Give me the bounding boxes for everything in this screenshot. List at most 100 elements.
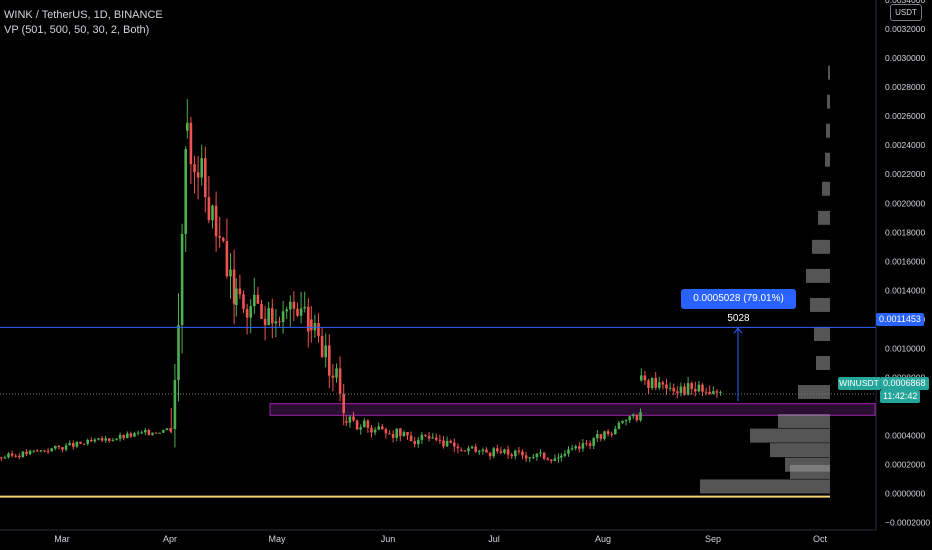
candle-body (64, 445, 68, 450)
candle-body (115, 438, 118, 440)
volume-profile-bar (778, 414, 830, 429)
y-tick-label: 0.0030000 (885, 53, 925, 63)
candle-body (624, 420, 628, 422)
x-tick-label: Jul (488, 534, 500, 544)
candle-body (140, 432, 143, 434)
candle-body (154, 432, 158, 434)
candle-body (694, 388, 697, 392)
currency-badge[interactable]: USDT (890, 4, 922, 21)
candle-body (342, 394, 345, 414)
candle-body (3, 457, 7, 459)
candle-body (267, 308, 270, 326)
candle-body (719, 392, 722, 394)
y-tick-label: 0.0018000 (885, 227, 925, 237)
candle-body (550, 459, 553, 461)
candle-body (388, 433, 391, 435)
candle-body (177, 325, 180, 380)
candle-body (238, 288, 242, 295)
x-tick-label: Jun (381, 534, 396, 544)
candle-body (381, 426, 384, 430)
candle-body (409, 435, 413, 442)
candle-body (303, 306, 306, 309)
y-tick-label: 0.0016000 (885, 256, 925, 266)
price-zone (269, 403, 876, 416)
candle-body (413, 441, 416, 445)
candle-body (435, 437, 438, 440)
candle-body (697, 384, 701, 392)
candle-body (345, 421, 348, 423)
candle-body (599, 434, 603, 439)
candle-body (485, 449, 488, 453)
volume-profile-bar (750, 428, 830, 443)
candle-body (596, 434, 599, 439)
candle-body (122, 435, 125, 438)
candle-body (488, 452, 492, 457)
x-tick-label: Apr (163, 534, 177, 544)
candle-body (639, 412, 642, 421)
candle-body (169, 428, 172, 431)
chart-legend: WINK / TetherUS, 1D, BINANCE VP (501, 50… (4, 8, 163, 38)
candle-body (68, 443, 71, 446)
candle-body (510, 454, 513, 457)
candle-body (424, 434, 427, 437)
candle-body (111, 439, 115, 441)
candle-body (658, 382, 661, 388)
candle-body (133, 433, 136, 437)
candle-body (7, 453, 10, 458)
candle-body (610, 433, 613, 435)
candle-body (165, 428, 169, 431)
candle-body (420, 434, 424, 440)
candle-body (592, 438, 595, 446)
candle-body (129, 433, 133, 437)
candle-body (521, 451, 524, 456)
candle-body (338, 368, 342, 395)
candle-body (438, 439, 442, 441)
candle-body (274, 321, 278, 324)
candle-body (21, 451, 25, 458)
candle-body (690, 383, 693, 389)
candle-body (348, 416, 352, 423)
candle-body (97, 438, 100, 440)
candle-body (370, 427, 373, 433)
volume-profile-bar (818, 210, 830, 225)
candle-body (650, 378, 654, 389)
candle-body (373, 429, 377, 433)
y-tick-label: 0.0014000 (885, 285, 925, 295)
candle-body (100, 438, 104, 441)
candle-body (184, 149, 187, 234)
candle-body (503, 449, 506, 453)
x-tick-label: Sep (705, 534, 721, 544)
candle-body (395, 428, 398, 438)
last-price-tag: 0.0006868 (880, 377, 929, 390)
candle-body (557, 457, 560, 459)
candle-body (10, 453, 14, 456)
y-tick-label: 0.0010000 (885, 343, 925, 353)
candle-body (460, 450, 463, 452)
symbol-badge: WINUSDT (838, 377, 880, 390)
candle-body (256, 294, 260, 304)
candle-body (235, 288, 238, 305)
candle-body (456, 446, 460, 449)
candle-body (514, 450, 517, 457)
candle-body (363, 420, 366, 428)
candle-body (621, 421, 624, 423)
candle-body (442, 440, 445, 447)
y-tick-label: 0.0032000 (885, 24, 925, 34)
candle-body (647, 380, 650, 389)
volume-profile-bar (825, 152, 830, 167)
candle-body (496, 448, 499, 452)
candle-body (310, 319, 313, 331)
candle-body (542, 452, 546, 459)
candle-body (32, 450, 35, 452)
candle-body (299, 308, 303, 316)
candle-body (335, 368, 338, 378)
y-tick-label: 0.0022000 (885, 169, 925, 179)
candle-body (292, 301, 296, 309)
countdown-tag: 11:42:42 (880, 390, 921, 403)
candle-body (581, 443, 585, 449)
candle-body (406, 432, 409, 436)
candle-body (399, 428, 402, 436)
candle-body (331, 375, 335, 378)
volume-profile-bar (812, 239, 830, 254)
